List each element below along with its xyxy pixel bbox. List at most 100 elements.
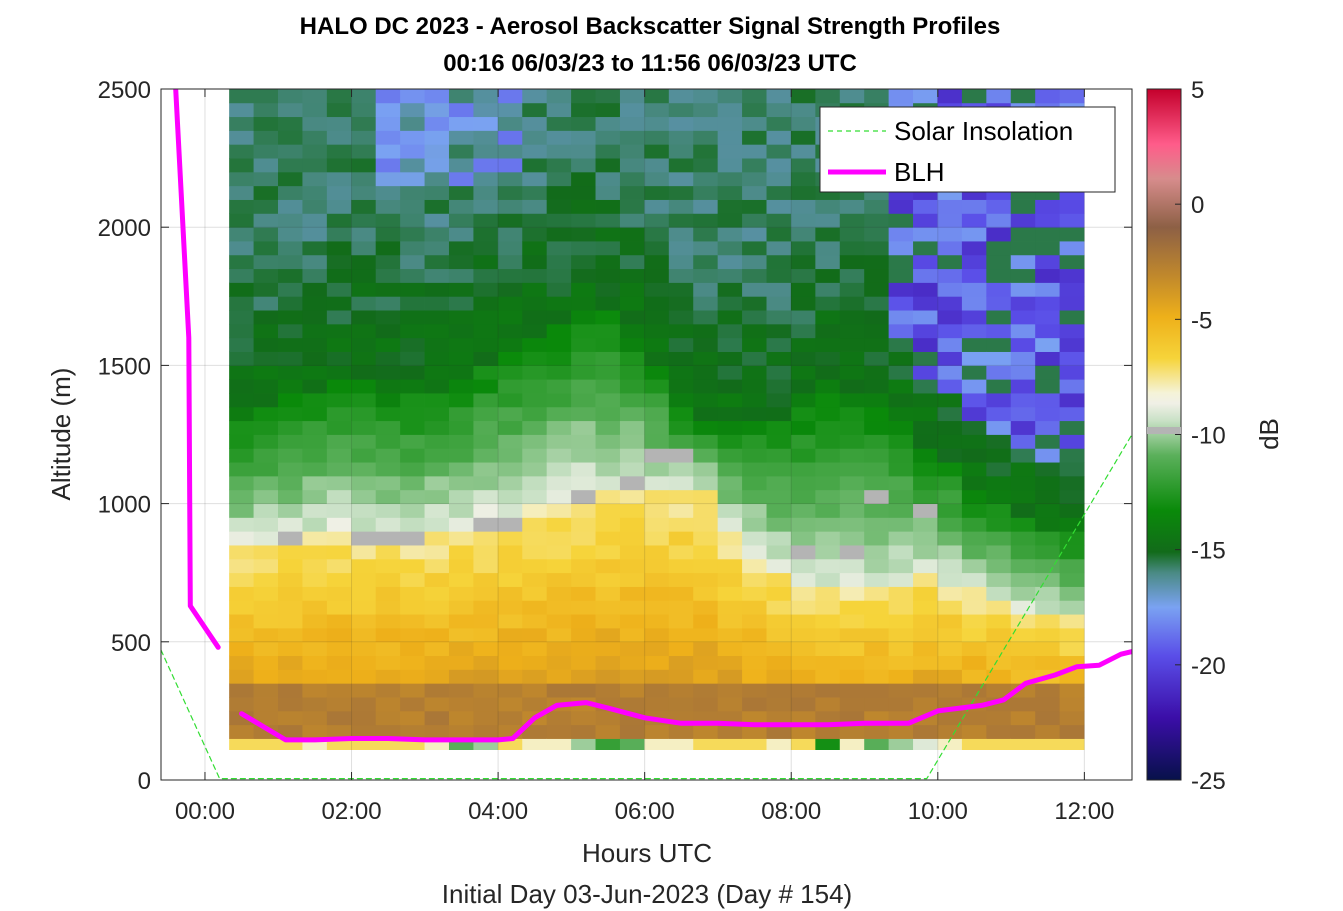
heatmap-cell — [473, 406, 499, 422]
heatmap-cell — [253, 669, 279, 684]
heatmap-cell — [644, 503, 670, 518]
y-tick-label: 1000 — [98, 492, 151, 519]
heatmap-cell — [522, 614, 548, 629]
heatmap-cell — [424, 517, 450, 532]
heatmap-cell — [986, 545, 1012, 560]
heatmap-cell — [888, 89, 914, 104]
heatmap-cell — [864, 600, 890, 615]
heatmap-cell — [424, 627, 450, 643]
heatmap-cell — [766, 296, 792, 311]
heatmap-cell — [815, 545, 841, 560]
heatmap-cell — [571, 323, 596, 339]
heatmap-cell — [448, 475, 474, 491]
heatmap-cell — [522, 393, 548, 408]
heatmap-cell — [1035, 600, 1061, 615]
heatmap-cell — [888, 738, 914, 750]
heatmap-cell — [595, 282, 621, 297]
heatmap-cell — [815, 627, 841, 643]
heatmap-cell — [571, 89, 596, 104]
heatmap-cell — [253, 254, 279, 270]
heatmap-cell — [278, 683, 303, 698]
heatmap-cell — [1010, 282, 1036, 297]
heatmap-cell — [888, 697, 914, 712]
heatmap-cell — [742, 655, 767, 670]
heatmap-cell — [497, 503, 523, 518]
heatmap-cell — [522, 600, 548, 615]
heatmap-cell — [790, 641, 816, 657]
heatmap-cell — [790, 365, 816, 380]
heatmap-cell — [766, 669, 792, 684]
heatmap-cell — [400, 310, 425, 325]
heatmap-cell — [1010, 227, 1036, 242]
heatmap-cell — [546, 393, 572, 408]
heatmap-cell — [375, 254, 401, 270]
heatmap-cell — [546, 489, 572, 504]
heatmap-cell — [717, 406, 743, 422]
heatmap-cell — [595, 351, 621, 366]
heatmap-cell — [546, 586, 572, 601]
heatmap-cell — [961, 655, 987, 670]
heatmap-cell — [424, 144, 450, 159]
heatmap-cell — [400, 697, 425, 712]
heatmap-cell — [326, 503, 352, 518]
heatmap-cell — [253, 89, 279, 104]
chart-title: HALO DC 2023 - Aerosol Backscatter Signa… — [300, 13, 1001, 40]
heatmap-cell — [595, 213, 621, 228]
heatmap-cell — [253, 282, 279, 297]
heatmap-cell — [546, 171, 572, 187]
heatmap-cell — [253, 185, 279, 200]
heatmap-cell — [473, 158, 499, 173]
heatmap-cell — [1035, 683, 1061, 698]
heatmap-cell — [839, 351, 865, 366]
heatmap-cell — [1059, 503, 1085, 518]
heatmap-cell — [351, 600, 377, 615]
heatmap-cell — [839, 379, 865, 394]
heatmap-cell — [913, 669, 938, 684]
heatmap-cell — [595, 572, 621, 587]
heatmap-cell — [424, 379, 450, 394]
heatmap-cell — [986, 420, 1012, 435]
heatmap-cell — [717, 130, 743, 145]
heatmap-cell — [1059, 213, 1085, 228]
heatmap-cell — [766, 710, 792, 726]
heatmap-cell — [668, 323, 694, 339]
heatmap-cell — [375, 462, 401, 477]
heatmap-cell — [644, 89, 670, 104]
heatmap-cell — [400, 171, 425, 187]
colorbar-tick-label: -5 — [1191, 307, 1212, 334]
heatmap-cell — [1059, 310, 1085, 325]
heatmap-cell — [473, 296, 499, 311]
heatmap-cell — [1010, 296, 1036, 311]
heatmap-cell — [913, 365, 938, 380]
heatmap-cell — [302, 627, 328, 643]
heatmap-cell — [229, 254, 254, 270]
heatmap-cell — [375, 724, 401, 739]
heatmap-cell — [253, 158, 279, 173]
heatmap-cell — [424, 503, 450, 518]
heatmap-cell — [888, 475, 914, 491]
heatmap-cell — [986, 199, 1012, 214]
heatmap-cell — [595, 627, 621, 643]
heatmap-cell — [278, 144, 303, 159]
heatmap-cell — [473, 600, 499, 615]
heatmap-cell — [839, 558, 865, 574]
heatmap-cell — [913, 641, 938, 657]
heatmap-cell — [961, 337, 987, 352]
heatmap-cell — [497, 669, 523, 684]
heatmap-cell — [473, 655, 499, 670]
heatmap-cell — [619, 614, 645, 629]
heatmap-cell — [571, 627, 596, 643]
heatmap-cell — [546, 572, 572, 587]
heatmap-cell — [1059, 697, 1085, 712]
heatmap-cell — [961, 517, 987, 532]
heatmap-cell — [986, 448, 1012, 463]
heatmap-cell — [717, 158, 743, 173]
heatmap-cell — [571, 738, 596, 750]
colorbar-label: dB — [1254, 418, 1284, 450]
heatmap-cell — [375, 171, 401, 187]
heatmap-cell — [497, 185, 523, 200]
heatmap-cell — [448, 710, 474, 726]
heatmap-cell — [1035, 724, 1061, 739]
heatmap-cell — [424, 586, 450, 601]
heatmap-cell — [326, 116, 352, 131]
